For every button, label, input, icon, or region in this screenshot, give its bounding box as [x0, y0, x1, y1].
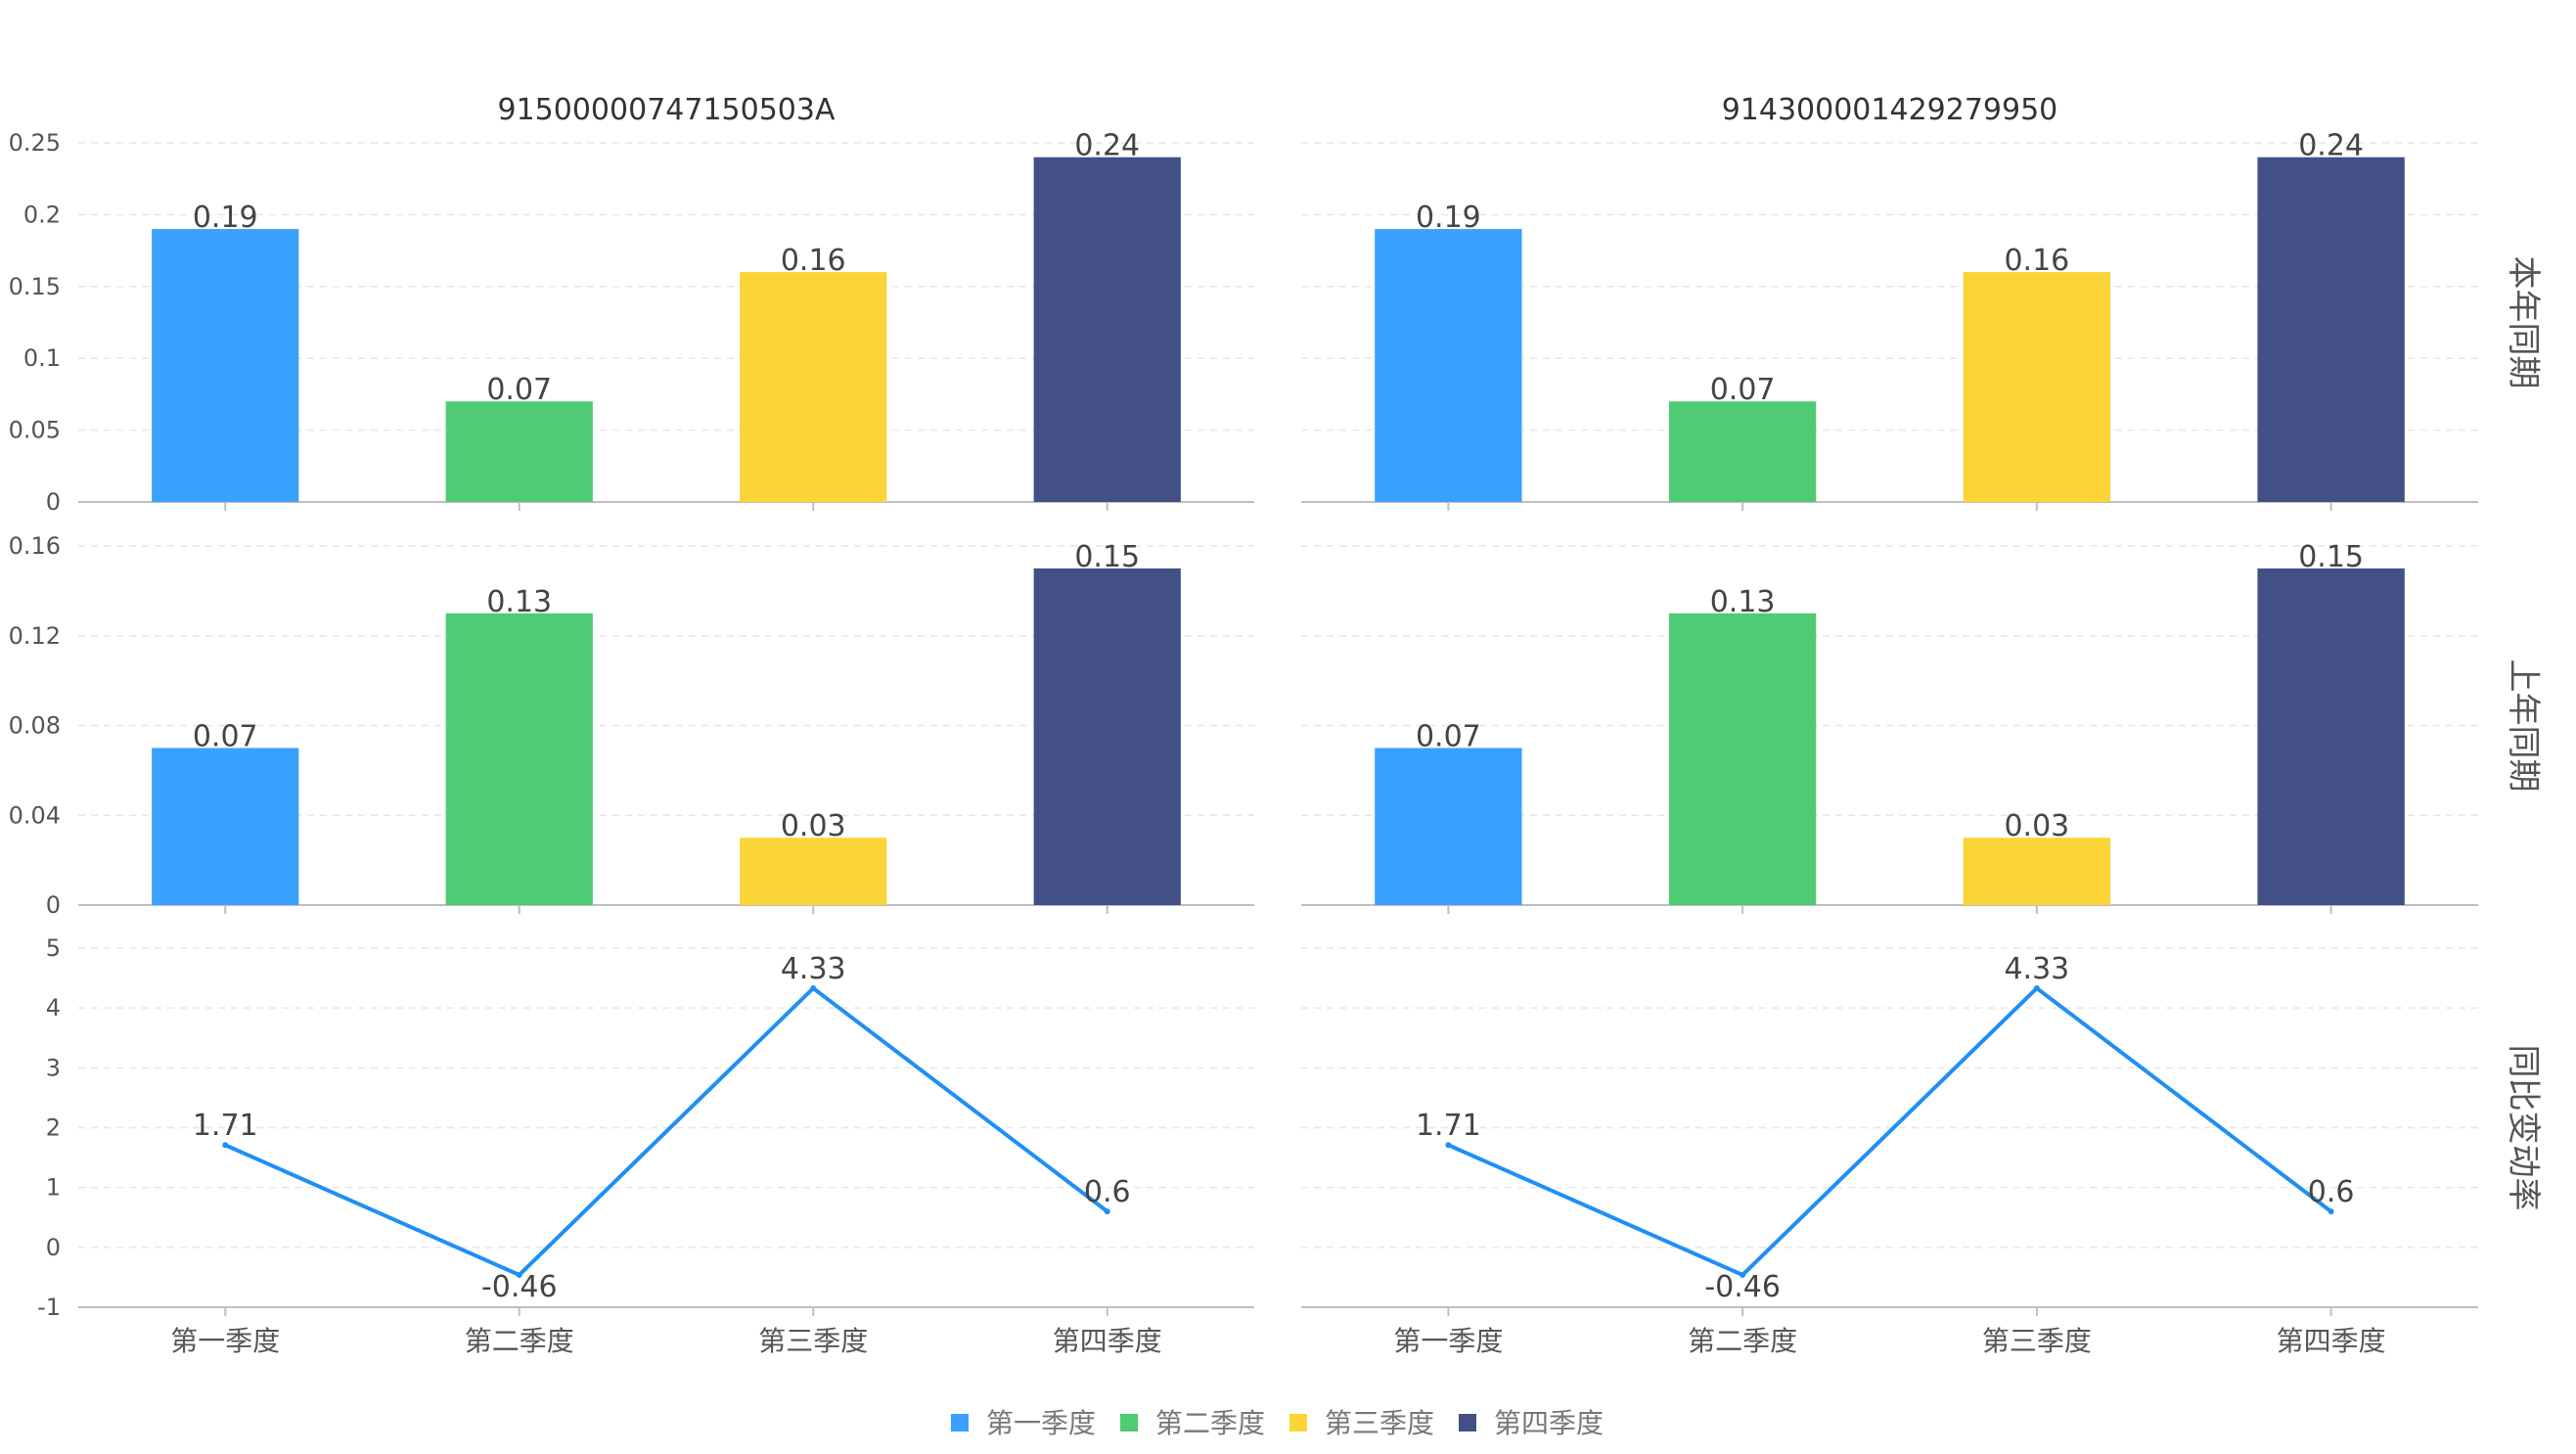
data-label: 1.71 — [1416, 1109, 1481, 1143]
y-tick-label: 0.05 — [9, 417, 61, 444]
y-tick-label: 0 — [46, 488, 61, 516]
bar-2-2-3 — [1963, 838, 2111, 905]
data-label: 0.15 — [2298, 540, 2364, 574]
y-tick-label: 3 — [46, 1054, 61, 1081]
bar-2-2-1 — [1375, 748, 1522, 905]
data-label: 0.13 — [1710, 585, 1776, 619]
x-tick-label: 第二季度 — [1688, 1325, 1797, 1357]
data-label: 0.13 — [486, 585, 552, 619]
legend-label: 第四季度 — [1494, 1407, 1604, 1439]
data-label: 0.24 — [2298, 129, 2364, 163]
data-label: 0.07 — [1710, 373, 1776, 407]
y-tick-label: 0.25 — [9, 129, 61, 157]
data-label: 0.16 — [2004, 244, 2069, 278]
column-title-1: 91500000747150503A — [498, 93, 836, 127]
y-tick-label: 1 — [46, 1174, 61, 1202]
data-label: 0.15 — [1074, 540, 1140, 574]
y-tick-label: -1 — [37, 1294, 61, 1321]
row-label-1: 本年同期 — [2504, 256, 2543, 389]
y-tick-label: 0.08 — [9, 712, 61, 740]
line-point — [222, 1142, 229, 1149]
data-label: 0.03 — [781, 809, 846, 843]
line-point — [2327, 1208, 2334, 1215]
bar-1-1-2 — [445, 401, 593, 502]
y-tick-label: 0.1 — [23, 344, 61, 372]
data-label: 0.24 — [1074, 129, 1140, 163]
data-label: 0.19 — [1416, 201, 1481, 235]
data-label: 0.07 — [1416, 719, 1481, 753]
data-label: 0.6 — [1084, 1175, 1131, 1209]
row-label-3: 同比变动率 — [2504, 1045, 2543, 1211]
y-tick-label: 0 — [46, 891, 61, 919]
y-tick-label: 4 — [46, 994, 61, 1022]
bar-2-2-4 — [2257, 568, 2405, 905]
bar-2-1-2 — [445, 613, 593, 905]
column-title-2: 914300001429279950 — [1722, 93, 2058, 127]
x-tick-label: 第三季度 — [758, 1325, 868, 1357]
y-tick-label: 0.2 — [23, 201, 61, 228]
bar-1-2-1 — [1375, 229, 1522, 502]
x-tick-label: 第二季度 — [465, 1325, 574, 1357]
y-tick-label: 0 — [46, 1234, 61, 1261]
bar-1-1-3 — [740, 272, 887, 502]
data-label: -0.46 — [1704, 1270, 1781, 1304]
line-point — [2033, 984, 2040, 991]
x-tick-label: 第四季度 — [2277, 1325, 2386, 1357]
line-point — [810, 984, 817, 991]
y-tick-label: 0.16 — [9, 532, 61, 560]
line-point — [1740, 1271, 1746, 1278]
legend-swatch-4 — [1459, 1414, 1476, 1431]
legend-label: 第一季度 — [986, 1407, 1096, 1439]
legend-swatch-2 — [1120, 1414, 1138, 1431]
y-tick-label: 0.15 — [9, 273, 61, 300]
bar-2-1-4 — [1033, 568, 1181, 905]
data-label: 0.19 — [193, 201, 258, 235]
data-label: 0.07 — [486, 373, 552, 407]
line-point — [1445, 1142, 1452, 1149]
bar-1-2-3 — [1963, 272, 2111, 502]
data-label: 0.6 — [2308, 1175, 2355, 1209]
line-point — [1104, 1208, 1110, 1215]
y-tick-label: 5 — [46, 934, 61, 962]
line-point — [516, 1271, 522, 1278]
data-label: 4.33 — [781, 952, 846, 986]
y-tick-label: 0.12 — [9, 622, 61, 650]
x-tick-label: 第一季度 — [170, 1325, 280, 1357]
x-tick-label: 第一季度 — [1393, 1325, 1503, 1357]
data-label: 1.71 — [193, 1109, 258, 1143]
legend-swatch-3 — [1289, 1414, 1307, 1431]
legend-label: 第二季度 — [1155, 1407, 1265, 1439]
bar-2-1-3 — [740, 838, 887, 905]
bar-1-2-2 — [1668, 401, 1817, 502]
data-label: 0.07 — [193, 719, 258, 753]
series-line-2 — [1447, 985, 2332, 1278]
y-tick-label: 2 — [46, 1114, 61, 1142]
x-tick-label: 第四季度 — [1053, 1325, 1162, 1357]
bar-2-1-1 — [152, 748, 299, 905]
bar-1-2-4 — [2257, 157, 2405, 502]
data-label: 0.16 — [781, 244, 846, 278]
series-line-1 — [224, 985, 1108, 1278]
y-tick-label: 0.04 — [9, 801, 61, 829]
bar-1-1-4 — [1033, 157, 1181, 502]
data-label: 0.03 — [2004, 809, 2069, 843]
data-label: -0.46 — [481, 1270, 558, 1304]
bar-1-1-1 — [152, 229, 299, 502]
x-tick-label: 第三季度 — [1982, 1325, 2092, 1357]
data-label: 4.33 — [2004, 952, 2069, 986]
legend-swatch-1 — [951, 1414, 969, 1431]
legend-label: 第三季度 — [1325, 1407, 1434, 1439]
row-label-2: 上年同期 — [2504, 659, 2543, 793]
bar-2-2-2 — [1668, 613, 1817, 905]
